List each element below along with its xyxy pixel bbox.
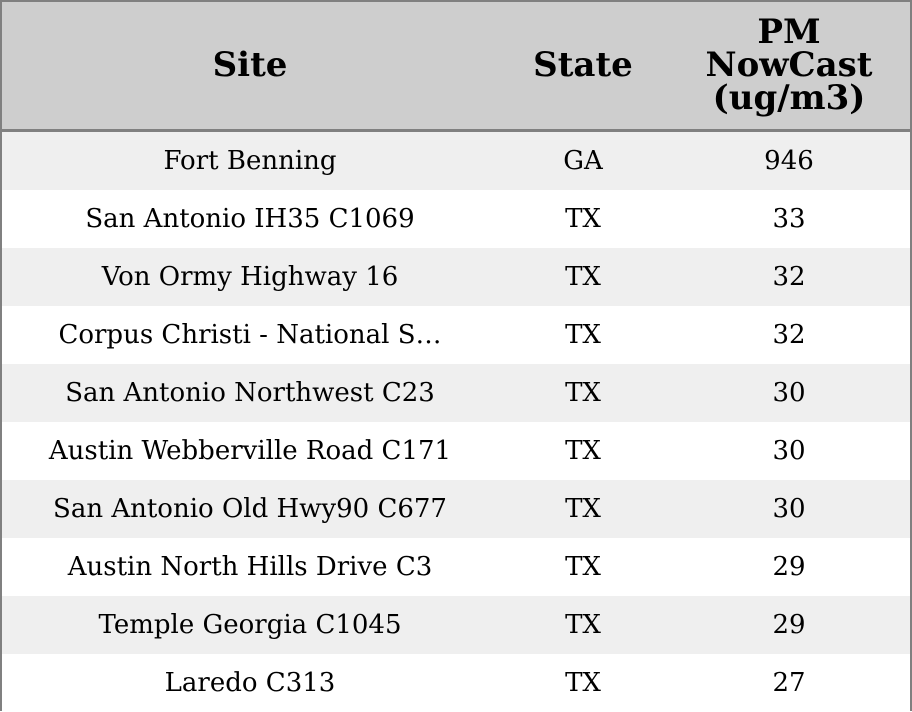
table-row: San Antonio Old Hwy90 C677 TX 30 — [2, 480, 910, 538]
header-pm-lines: PM NowCast (ug/m3) — [705, 12, 873, 118]
header-state: State — [533, 45, 633, 85]
state-cell: TX — [565, 552, 601, 582]
site-cell: San Antonio IH35 C1069 — [85, 204, 415, 234]
pm-nowcast-cell: 30 — [772, 494, 806, 524]
pm-nowcast-cell: 32 — [772, 262, 806, 292]
site-cell: San Antonio Old Hwy90 C677 — [53, 494, 447, 524]
table-row: Corpus Christi - National S… TX 32 — [2, 306, 910, 364]
state-cell: TX — [565, 204, 601, 234]
header-pm-line-3: (ug/m3) — [712, 78, 866, 118]
state-cell: TX — [565, 262, 601, 292]
site-cell: Corpus Christi - National S… — [58, 320, 442, 350]
pm-nowcast-cell: 32 — [772, 320, 806, 350]
table-row: Austin Webberville Road C171 TX 30 — [2, 422, 910, 480]
table-row: Fort Benning GA 946 — [2, 132, 910, 190]
site-cell: Austin Webberville Road C171 — [48, 436, 452, 466]
site-cell: San Antonio Northwest C23 — [65, 378, 435, 408]
site-cell: Temple Georgia C1045 — [98, 610, 402, 640]
pm-nowcast-cell: 27 — [772, 668, 806, 698]
site-cell: Fort Benning — [163, 146, 337, 176]
site-cell: Laredo C313 — [164, 668, 336, 698]
table-row: San Antonio IH35 C1069 TX 33 — [2, 190, 910, 248]
state-cell: TX — [565, 436, 601, 466]
header-pm-nowcast: PM NowCast (ug/m3) — [668, 2, 910, 129]
pm-nowcast-cell: 29 — [772, 610, 806, 640]
pm-nowcast-cell: 946 — [764, 146, 814, 176]
table-row: Temple Georgia C1045 TX 29 — [2, 596, 910, 654]
pm-nowcast-cell: 30 — [772, 436, 806, 466]
pm-nowcast-cell: 29 — [772, 552, 806, 582]
state-cell: TX — [565, 668, 601, 698]
state-cell: TX — [565, 610, 601, 640]
state-cell: GA — [563, 146, 603, 176]
table-row: Austin North Hills Drive C3 TX 29 — [2, 538, 910, 596]
state-cell: TX — [565, 494, 601, 524]
site-cell: Von Ormy Highway 16 — [101, 262, 399, 292]
table-body: Fort Benning GA 946 San Antonio IH35 C1069 T… — [2, 132, 910, 712]
pm-nowcast-cell: 33 — [772, 204, 806, 234]
table-row: Von Ormy Highway 16 TX 32 — [2, 248, 910, 306]
pm-nowcast-cell: 30 — [772, 378, 806, 408]
header-pm-line-2: NowCast — [705, 45, 873, 85]
table-row: San Antonio Northwest C23 TX 30 — [2, 364, 910, 422]
table-header-row: Site State PM NowCast (ug/m3) — [2, 2, 910, 132]
state-cell: TX — [565, 378, 601, 408]
table-row: Laredo C313 TX 27 — [2, 654, 910, 712]
state-cell: TX — [565, 320, 601, 350]
header-site: Site — [212, 45, 288, 85]
site-cell: Austin North Hills Drive C3 — [67, 552, 433, 582]
header-pm-line-1: PM — [757, 12, 821, 52]
